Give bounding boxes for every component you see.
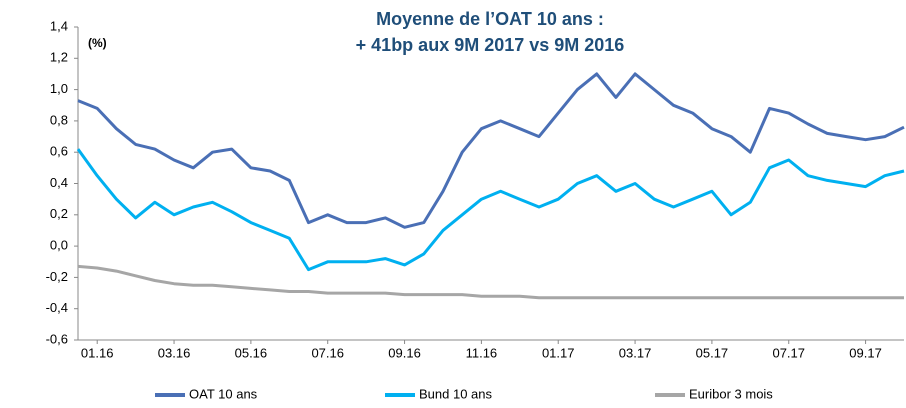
chart-title: Moyenne de l’OAT 10 ans : <box>376 9 604 29</box>
line-series <box>76 148 905 272</box>
legend-label: Bund 10 ans <box>419 386 493 401</box>
legend-label: Euribor 3 mois <box>689 386 773 401</box>
y-unit: (%) <box>88 36 107 50</box>
x-tick-label: 05.17 <box>696 345 729 360</box>
x-tick-label: 01.17 <box>542 345 575 360</box>
y-tick-label: 0,4 <box>50 175 68 190</box>
x-tick-label: 09.17 <box>849 345 882 360</box>
x-tick-label: 11.16 <box>466 345 498 360</box>
y-tick-label: 0,6 <box>50 144 68 159</box>
x-tick-label: 03.16 <box>158 345 191 360</box>
line-series <box>77 264 904 300</box>
x-tick-label: 07.17 <box>772 345 805 360</box>
y-tick-label: 1,4 <box>50 18 68 33</box>
y-tick-label: 1,2 <box>50 50 68 65</box>
x-tick-label: 09.16 <box>388 345 421 360</box>
line-series <box>77 72 905 229</box>
legend-label: OAT 10 ans <box>189 386 258 401</box>
x-tick-label: 01.16 <box>81 345 114 360</box>
y-tick-label: -0,4 <box>46 300 68 315</box>
y-tick-label: 0,8 <box>50 112 68 127</box>
y-tick-label: 0,2 <box>50 206 68 221</box>
chart-subtitle: + 41bp aux 9M 2017 vs 9M 2016 <box>356 35 625 55</box>
y-tick-label: 1,0 <box>50 81 68 96</box>
y-tick-label: -0,6 <box>46 331 68 346</box>
y-tick-label: 0,0 <box>50 238 68 253</box>
x-tick-label: 07.16 <box>311 345 344 360</box>
x-tick-label: 03.17 <box>619 345 652 360</box>
y-tick-label: -0,2 <box>46 269 68 284</box>
x-tick-label: 05.16 <box>235 345 268 360</box>
